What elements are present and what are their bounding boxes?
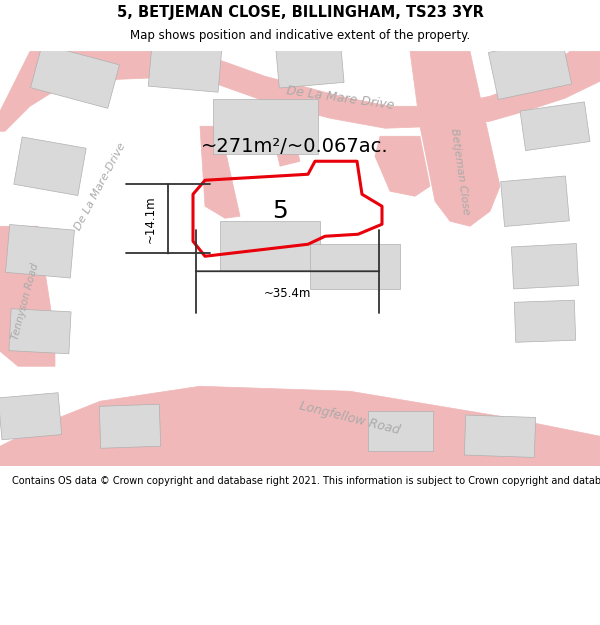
- Bar: [500, 176, 569, 226]
- Bar: [310, 244, 400, 289]
- Polygon shape: [375, 136, 430, 196]
- Bar: [14, 137, 86, 196]
- Text: 5, BETJEMAN CLOSE, BILLINGHAM, TS23 3YR: 5, BETJEMAN CLOSE, BILLINGHAM, TS23 3YR: [116, 5, 484, 20]
- Text: De La Mare Drive: De La Mare Drive: [286, 84, 395, 112]
- Bar: [511, 244, 578, 289]
- Bar: [148, 44, 221, 92]
- Polygon shape: [265, 101, 300, 166]
- Polygon shape: [200, 126, 240, 218]
- Text: ~271m²/~0.067ac.: ~271m²/~0.067ac.: [201, 137, 389, 156]
- Bar: [9, 309, 71, 354]
- Text: De La Mare-Drive: De La Mare-Drive: [73, 141, 127, 232]
- Bar: [220, 221, 320, 271]
- Text: Betjeman Close: Betjeman Close: [449, 127, 471, 215]
- Bar: [514, 300, 575, 343]
- Polygon shape: [0, 386, 600, 466]
- Text: ~35.4m: ~35.4m: [264, 288, 311, 300]
- Bar: [212, 99, 317, 154]
- Bar: [31, 44, 119, 108]
- Bar: [488, 37, 572, 99]
- Bar: [276, 44, 344, 88]
- Text: 5: 5: [272, 199, 288, 223]
- Text: Tennyson Road: Tennyson Road: [10, 262, 40, 341]
- Text: Map shows position and indicative extent of the property.: Map shows position and indicative extent…: [130, 29, 470, 42]
- Text: Longfellow Road: Longfellow Road: [298, 399, 401, 437]
- Bar: [367, 411, 433, 451]
- Bar: [464, 415, 536, 458]
- Polygon shape: [0, 51, 600, 131]
- Polygon shape: [0, 226, 55, 366]
- Polygon shape: [410, 51, 500, 226]
- Bar: [99, 404, 161, 448]
- Bar: [0, 392, 62, 440]
- Text: ~14.1m: ~14.1m: [143, 195, 157, 242]
- Bar: [520, 102, 590, 151]
- Bar: [5, 224, 74, 278]
- Text: Contains OS data © Crown copyright and database right 2021. This information is : Contains OS data © Crown copyright and d…: [12, 476, 600, 486]
